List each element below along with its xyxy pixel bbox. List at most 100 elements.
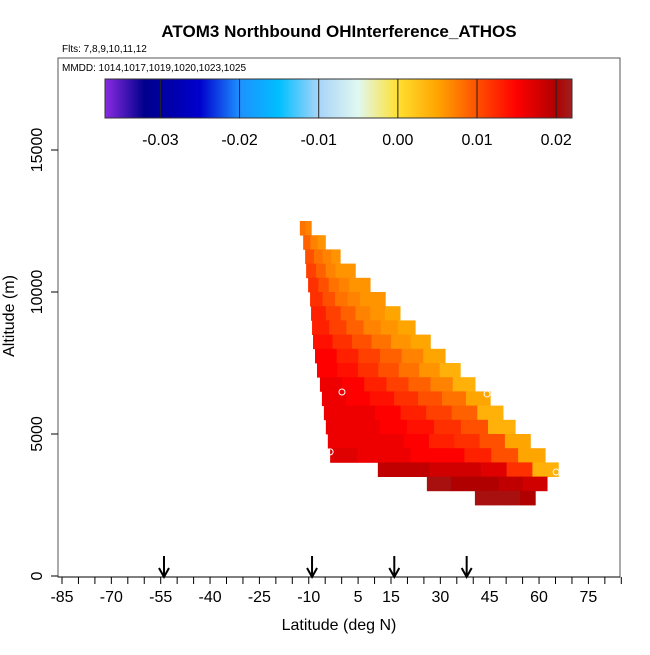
heatmap-cell	[322, 249, 332, 264]
heatmap-cell	[349, 405, 376, 421]
x-tick-label: 15	[382, 589, 400, 606]
heatmap-cell	[337, 363, 359, 378]
heatmap-cell	[318, 277, 330, 293]
colorbar-tick-label: 0.02	[541, 132, 572, 149]
heatmap-cell	[455, 462, 482, 477]
x-tick-label: -70	[100, 589, 123, 606]
arrow-marker	[460, 556, 473, 580]
heatmap-cell	[310, 292, 324, 307]
x-tick-label: -10	[297, 589, 320, 606]
heatmap-cell	[359, 277, 371, 293]
heatmap-cell	[474, 490, 491, 506]
arrow-marker	[306, 556, 318, 580]
circle-marker	[338, 388, 346, 396]
heatmap-cell	[312, 320, 330, 335]
heatmap-cell	[433, 419, 462, 435]
heatmap-cell	[426, 476, 452, 492]
colorbar-tick-label: -0.01	[300, 132, 337, 149]
x-tick-label: -40	[198, 589, 221, 606]
heatmap-cell	[328, 277, 340, 293]
heatmap-cell	[403, 434, 430, 449]
heatmap-cell	[322, 292, 336, 307]
x-tick-label: 45	[481, 589, 499, 606]
heatmap-cell	[319, 377, 343, 392]
heatmap-cell	[477, 405, 504, 421]
heatmap-cell	[378, 434, 405, 449]
heatmap-cell	[315, 348, 338, 364]
circle-marker	[552, 468, 560, 476]
heatmap-cell	[299, 221, 307, 236]
heatmap-cell	[450, 476, 476, 492]
colorbar-tick-label: -0.03	[142, 132, 179, 149]
arrow-markers	[158, 556, 473, 580]
heatmap-cell	[360, 292, 374, 307]
heatmap-cell	[423, 348, 446, 364]
heatmap-cell	[345, 391, 371, 406]
arrow-marker	[158, 556, 170, 580]
annotation: MMDD: 1014,1017,1019,1020,1023,1025	[62, 63, 246, 74]
y-axis: 0 5000 10000 15000	[29, 128, 58, 580]
circle-markers	[326, 388, 560, 476]
heatmap-cell	[386, 377, 410, 392]
heatmap-cell	[391, 334, 412, 350]
x-tick-label: 30	[431, 589, 449, 606]
heatmap-cell	[378, 363, 400, 378]
y-tick-label: 5000	[29, 416, 46, 452]
heatmap-cell	[397, 320, 416, 335]
heatmap-cell	[385, 306, 401, 321]
heatmap-cell	[464, 448, 492, 463]
heatmap-cell	[522, 476, 548, 492]
heatmap-cell	[327, 434, 354, 449]
heatmap-cell	[325, 306, 342, 321]
x-tick-label: -25	[248, 589, 271, 606]
heatmap-cell	[371, 334, 392, 350]
heatmap-cell	[321, 391, 347, 406]
heatmap-cells	[299, 221, 559, 506]
x-tick-label: 75	[580, 589, 598, 606]
y-tick-label: 10000	[29, 270, 46, 315]
heatmap-cell	[480, 462, 508, 477]
circle-marker	[483, 390, 491, 398]
heatmap-cell	[339, 277, 350, 293]
heatmap-cell	[437, 448, 466, 463]
heatmap-cell	[393, 391, 419, 406]
heatmap-cell	[349, 277, 361, 293]
heatmap-cell	[429, 462, 456, 477]
heatmap-cell	[410, 448, 439, 463]
heatmap-cell	[331, 249, 341, 264]
heatmap-cell	[355, 306, 371, 321]
heatmap-cell	[408, 377, 432, 392]
heatmap-cell	[428, 434, 455, 449]
x-tick-label: 5	[354, 589, 363, 606]
heatmap-cell	[441, 391, 467, 406]
heatmap-cell	[303, 235, 312, 250]
heatmap-cell	[454, 434, 481, 449]
heatmap-cell	[504, 434, 531, 449]
heatmap-cell	[532, 462, 559, 477]
colorbar-tick-label: 0.00	[382, 132, 413, 149]
heatmap-cell	[488, 419, 516, 435]
chart-title: ATOM3 Northbound OHInterference_ATHOS	[161, 22, 516, 41]
heatmap-cell	[358, 348, 381, 364]
heatmap-cell	[383, 448, 412, 463]
heatmap-cell	[347, 292, 361, 307]
heatmap-cell	[325, 419, 354, 435]
colorbar-ticks: -0.03 -0.02 -0.01 0.00 0.01 0.02	[142, 79, 572, 149]
heatmap-cell	[311, 306, 327, 321]
colorbar-tick-label: 0.01	[461, 132, 492, 149]
heatmap-cell	[439, 363, 461, 378]
arrow-marker	[388, 556, 401, 580]
heatmap-cell	[451, 405, 478, 421]
heatmap-cell	[332, 334, 353, 350]
heatmap-cell	[305, 221, 312, 236]
heatmap-cell	[353, 434, 380, 449]
heatmap-cell	[340, 306, 357, 321]
heatmap-cell	[518, 448, 546, 463]
heatmap-cell	[417, 391, 443, 406]
x-axis: -85 -70 -55 -40 -25 -10 5 15 30 45 60 75	[50, 576, 622, 606]
heatmap-cell	[370, 306, 386, 321]
heatmap-cell	[401, 348, 424, 364]
heatmap-cell	[504, 490, 521, 506]
heatmap-cell	[369, 391, 395, 406]
heatmap-cell	[506, 462, 533, 477]
